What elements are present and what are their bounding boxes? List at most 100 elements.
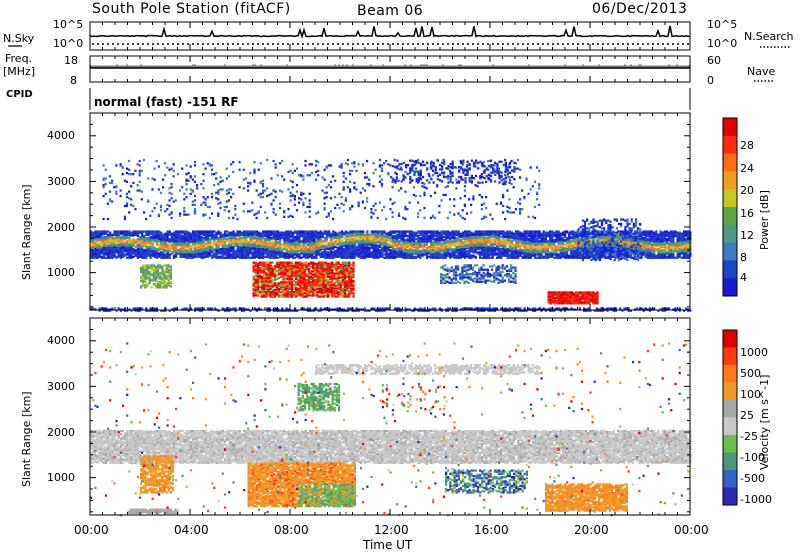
power-cell — [164, 253, 167, 256]
power-cell — [521, 255, 524, 258]
power-cell — [336, 241, 339, 244]
power-cell — [538, 244, 541, 247]
power-cell — [200, 230, 203, 233]
power-cell — [370, 239, 373, 242]
power-cell — [147, 247, 150, 251]
power-cell — [315, 246, 318, 250]
power-cell — [508, 234, 511, 238]
power-cell — [440, 244, 443, 247]
power-cell — [379, 230, 382, 233]
power-cell — [113, 245, 116, 248]
power-cell — [483, 232, 486, 235]
power-cell — [474, 230, 477, 233]
power-cell — [472, 254, 475, 257]
power-cell — [534, 256, 537, 259]
power-cell — [423, 230, 426, 233]
power-cell — [130, 239, 133, 242]
power-cell — [534, 232, 537, 235]
power-cell — [179, 234, 182, 238]
power-cell — [281, 254, 284, 257]
power-cell — [279, 231, 282, 234]
power-cell — [447, 244, 450, 247]
power-cell — [464, 253, 467, 256]
power-cell — [410, 250, 414, 253]
power-cell — [217, 255, 220, 258]
power-cell — [502, 230, 505, 233]
power-cell — [340, 235, 343, 239]
power-cell — [308, 240, 312, 243]
power-cell — [517, 230, 520, 233]
power-cell — [481, 246, 484, 250]
power-cell — [266, 230, 269, 233]
power-cell — [410, 254, 414, 257]
power-cell — [96, 230, 99, 233]
power-cell — [606, 238, 609, 241]
power-cell — [549, 251, 552, 254]
power-cell — [370, 246, 373, 250]
power-cell — [192, 250, 195, 253]
power-cell — [472, 246, 475, 250]
power-cell — [349, 230, 352, 233]
power-cell — [268, 241, 271, 244]
power-cell — [294, 251, 297, 254]
power-cell — [644, 230, 647, 233]
power-cell — [117, 238, 120, 241]
power-cell — [121, 234, 125, 238]
power-cell — [402, 254, 405, 257]
power-cell — [402, 238, 405, 241]
power-cell — [138, 245, 142, 248]
power-cell — [251, 247, 254, 251]
power-cell — [500, 252, 503, 255]
power-cell — [232, 245, 235, 248]
power-cell — [272, 241, 275, 244]
power-cell — [570, 230, 573, 233]
power-cell — [478, 256, 482, 259]
power-cell — [332, 238, 335, 241]
power-cell — [415, 247, 418, 251]
power-cell — [534, 238, 537, 241]
power-cell — [328, 232, 331, 235]
power-cell — [474, 245, 477, 248]
power-cell — [459, 247, 462, 251]
power-cell — [177, 230, 180, 233]
power-cell — [155, 233, 159, 236]
power-cell — [566, 230, 569, 233]
power-cell — [253, 241, 256, 244]
power-cell — [370, 230, 373, 233]
power-cell — [98, 244, 101, 247]
power-cell — [128, 230, 131, 233]
power-cell — [368, 233, 371, 236]
power-cell — [419, 245, 422, 248]
power-cell — [272, 250, 275, 253]
power-cell — [502, 244, 505, 247]
power-cell — [563, 243, 567, 246]
power-cell — [489, 230, 492, 233]
power-cell — [427, 252, 431, 255]
power-cell — [321, 231, 324, 234]
power-cell — [113, 233, 116, 236]
power-cell — [427, 234, 431, 238]
power-cell — [260, 232, 263, 235]
power-cell — [151, 245, 154, 248]
power-cell — [132, 247, 135, 251]
power-cell — [315, 230, 318, 233]
power-cell — [478, 239, 482, 242]
power-cell — [234, 240, 237, 243]
power-cell — [453, 247, 456, 251]
power-cell — [221, 233, 224, 236]
power-cell — [90, 230, 93, 233]
power-cell — [132, 255, 135, 258]
power-cell — [551, 230, 554, 233]
power-cell — [109, 235, 112, 239]
power-cell — [393, 234, 397, 238]
power-cell — [417, 230, 420, 233]
power-cell — [408, 230, 411, 233]
power-cell — [251, 230, 254, 233]
power-cell — [204, 246, 207, 250]
power-cell — [107, 244, 110, 247]
power-cell — [553, 246, 556, 250]
power-cell — [417, 236, 420, 240]
power-cell — [153, 233, 156, 236]
power-cell — [266, 242, 269, 245]
